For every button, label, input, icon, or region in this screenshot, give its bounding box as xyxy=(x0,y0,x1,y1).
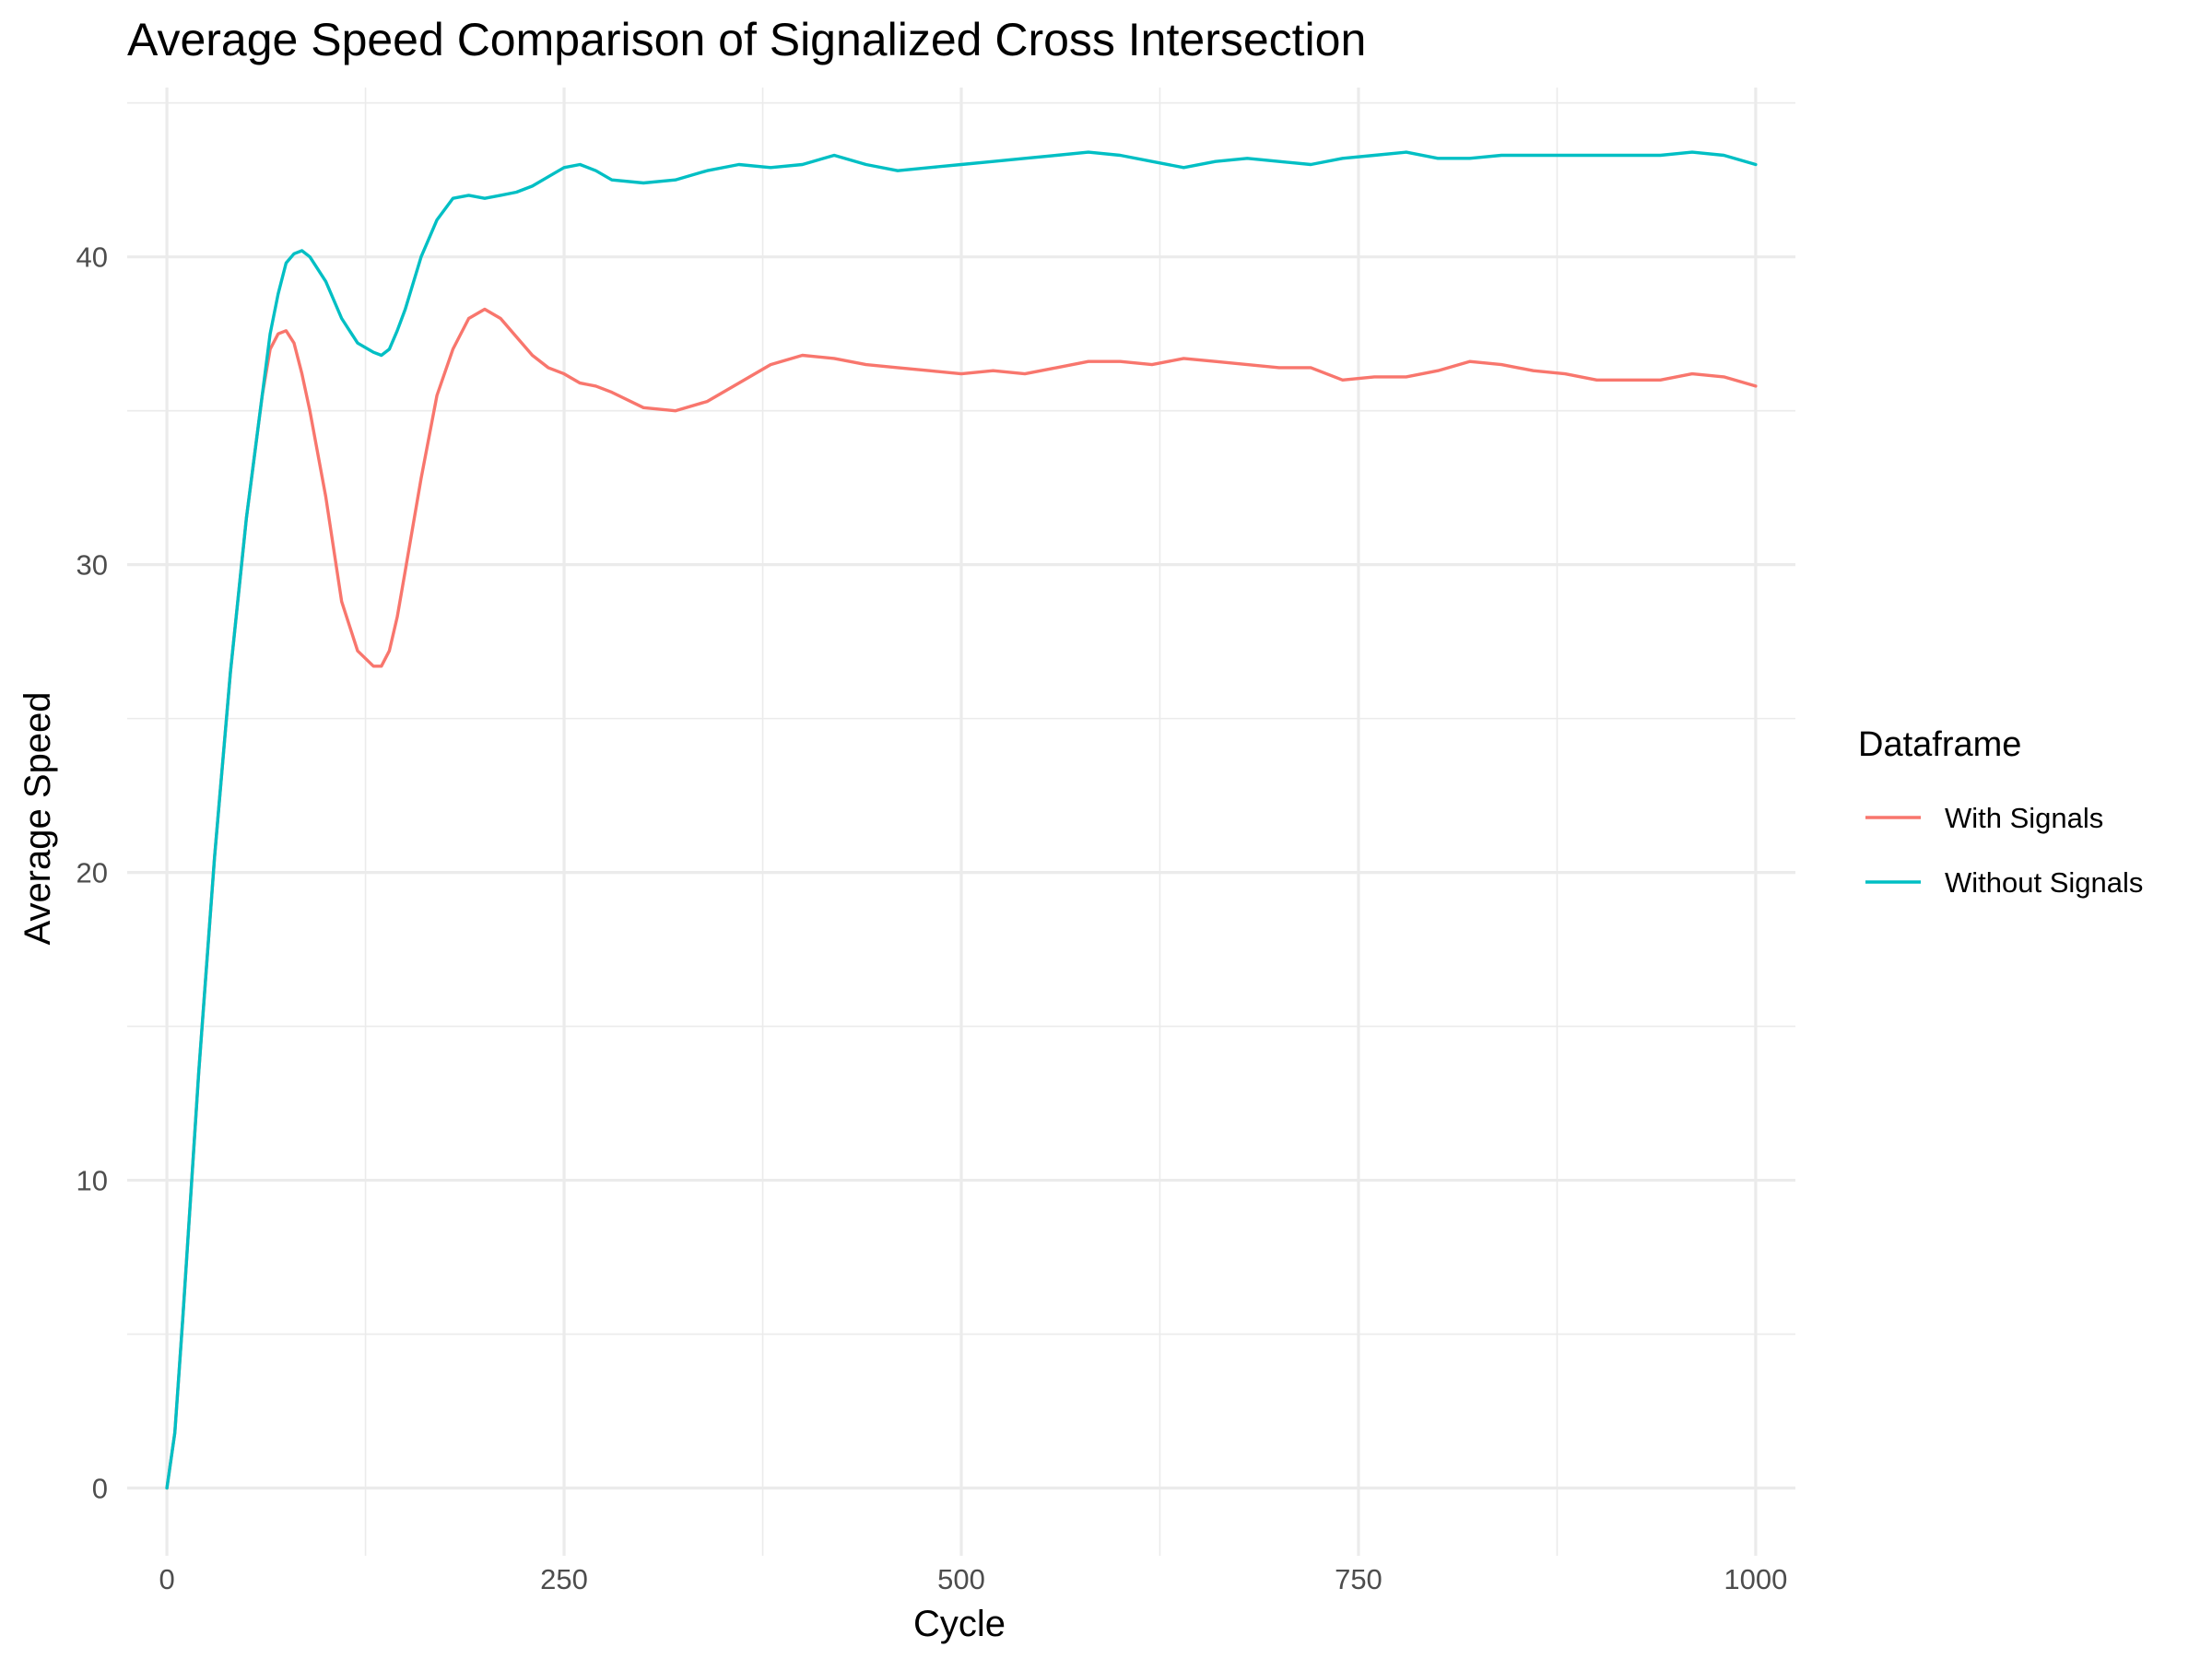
x-tick-label: 0 xyxy=(159,1563,174,1595)
legend: Dataframe With Signals Without Signals xyxy=(1858,725,2143,899)
chart-title: Average Speed Comparison of Signalized C… xyxy=(127,14,1366,65)
y-axis-ticks: 0 10 20 30 40 xyxy=(76,241,108,1505)
y-tick-label: 40 xyxy=(76,241,108,274)
series-lines xyxy=(165,150,1758,1490)
series-line-without-signals xyxy=(165,150,1758,1490)
legend-label-without-signals: Without Signals xyxy=(1945,866,2143,899)
grid xyxy=(127,88,1795,1556)
series-line-with-signals xyxy=(165,307,1758,1490)
y-axis-title: Average Speed xyxy=(18,691,58,945)
x-axis-title: Cycle xyxy=(913,1604,1006,1644)
x-tick-label: 500 xyxy=(937,1563,985,1595)
x-tick-label: 1000 xyxy=(1724,1563,1787,1595)
y-tick-label: 30 xyxy=(76,549,108,582)
y-tick-label: 20 xyxy=(76,857,108,889)
y-tick-label: 0 xyxy=(92,1473,108,1505)
x-tick-label: 250 xyxy=(540,1563,588,1595)
y-tick-label: 10 xyxy=(76,1165,108,1197)
legend-label-with-signals: With Signals xyxy=(1945,802,2103,834)
x-axis-ticks: 0 250 500 750 1000 xyxy=(159,1563,1787,1595)
x-tick-label: 750 xyxy=(1335,1563,1382,1595)
legend-title: Dataframe xyxy=(1858,725,2021,764)
